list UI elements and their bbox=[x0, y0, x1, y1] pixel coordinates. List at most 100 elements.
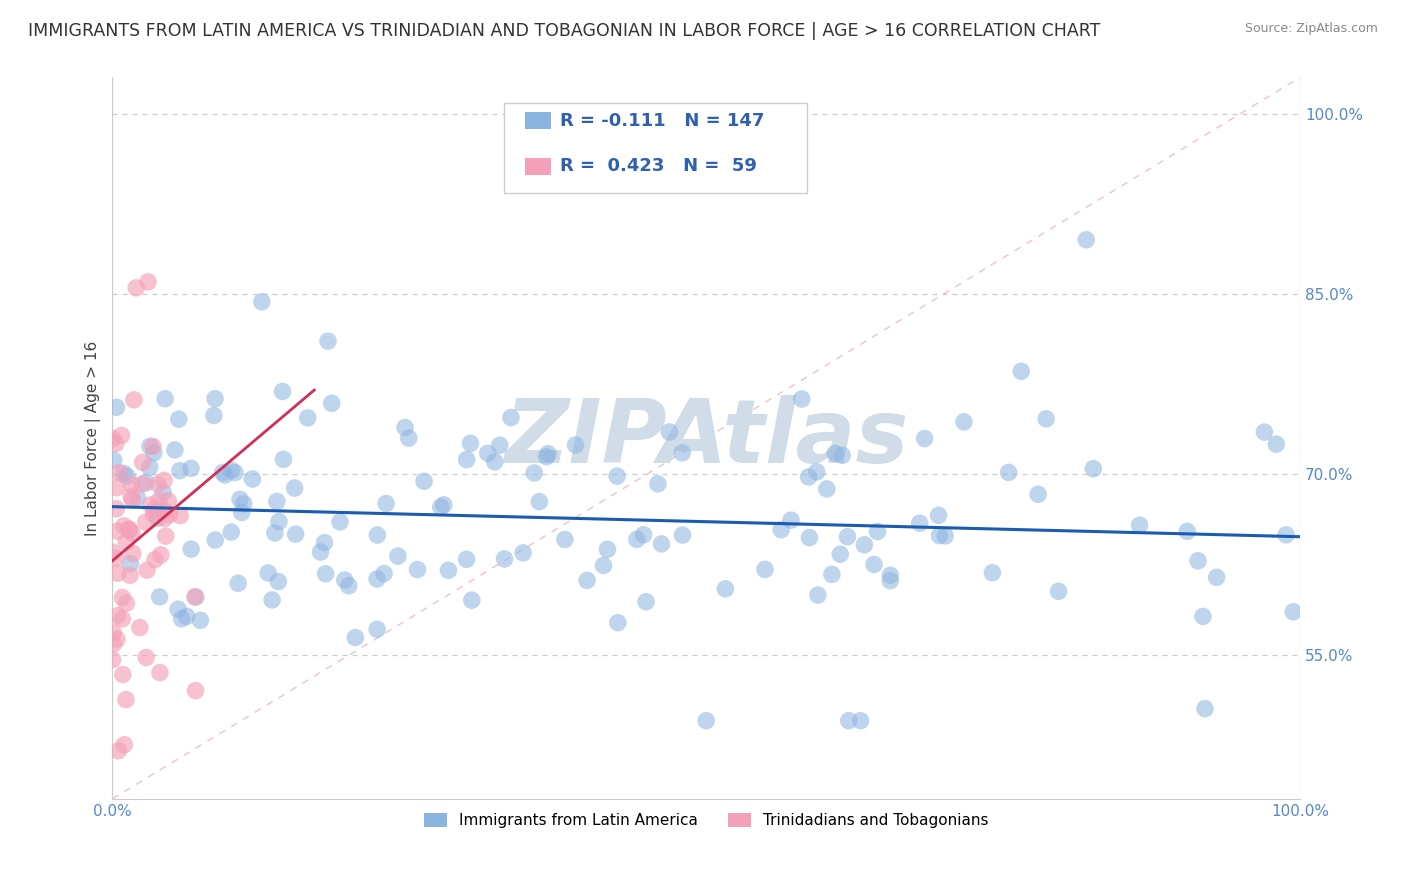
Trinidadians and Tobagonians bbox=[135, 650, 157, 665]
Immigrants from Latin America bbox=[309, 545, 332, 559]
Immigrants from Latin America bbox=[824, 446, 846, 460]
Immigrants from Latin America bbox=[1026, 487, 1049, 501]
Immigrants from Latin America bbox=[537, 447, 560, 461]
Immigrants from Latin America bbox=[806, 465, 828, 479]
Immigrants from Latin America bbox=[934, 529, 956, 543]
Immigrants from Latin America bbox=[163, 442, 186, 457]
Immigrants from Latin America bbox=[650, 537, 672, 551]
Immigrants from Latin America bbox=[460, 436, 482, 450]
Immigrants from Latin America bbox=[770, 523, 793, 537]
Immigrants from Latin America bbox=[115, 469, 138, 483]
Immigrants from Latin America bbox=[184, 590, 207, 604]
Immigrants from Latin America bbox=[211, 466, 233, 480]
Immigrants from Latin America bbox=[554, 533, 576, 547]
Immigrants from Latin America bbox=[202, 409, 225, 423]
Immigrants from Latin America bbox=[437, 563, 460, 577]
Immigrants from Latin America bbox=[314, 535, 336, 549]
Immigrants from Latin America bbox=[139, 439, 162, 453]
Trinidadians and Tobagonians bbox=[115, 692, 138, 706]
Immigrants from Latin America bbox=[536, 450, 558, 464]
Immigrants from Latin America bbox=[375, 497, 398, 511]
Text: ZIPAtlas: ZIPAtlas bbox=[503, 394, 908, 482]
Immigrants from Latin America bbox=[315, 566, 337, 581]
Trinidadians and Tobagonians bbox=[169, 508, 191, 523]
Immigrants from Latin America bbox=[914, 432, 936, 446]
Immigrants from Latin America bbox=[387, 549, 409, 563]
Trinidadians and Tobagonians bbox=[107, 566, 129, 581]
Immigrants from Latin America bbox=[250, 294, 273, 309]
Trinidadians and Tobagonians bbox=[143, 552, 166, 566]
Trinidadians and Tobagonians bbox=[108, 466, 131, 480]
Immigrants from Latin America bbox=[576, 574, 599, 588]
Immigrants from Latin America bbox=[636, 595, 658, 609]
FancyBboxPatch shape bbox=[524, 158, 551, 175]
Immigrants from Latin America bbox=[321, 396, 343, 410]
Immigrants from Latin America bbox=[394, 420, 416, 434]
Immigrants from Latin America bbox=[831, 449, 853, 463]
Trinidadians and Tobagonians bbox=[142, 440, 165, 454]
Immigrants from Latin America bbox=[267, 574, 290, 589]
Immigrants from Latin America bbox=[366, 572, 388, 586]
Immigrants from Latin America bbox=[461, 593, 484, 607]
Immigrants from Latin America bbox=[1175, 524, 1198, 539]
Trinidadians and Tobagonians bbox=[120, 489, 142, 503]
Trinidadians and Tobagonians bbox=[115, 535, 138, 549]
Immigrants from Latin America bbox=[908, 516, 931, 531]
Immigrants from Latin America bbox=[232, 497, 254, 511]
Immigrants from Latin America bbox=[981, 566, 1004, 580]
Immigrants from Latin America bbox=[1205, 570, 1227, 584]
Immigrants from Latin America bbox=[866, 524, 889, 539]
Trinidadians and Tobagonians bbox=[149, 665, 172, 680]
Immigrants from Latin America bbox=[596, 542, 619, 557]
Immigrants from Latin America bbox=[266, 494, 288, 508]
Immigrants from Latin America bbox=[1083, 461, 1105, 475]
Immigrants from Latin America bbox=[1253, 425, 1275, 439]
Trinidadians and Tobagonians bbox=[135, 515, 157, 529]
Immigrants from Latin America bbox=[671, 446, 693, 460]
Immigrants from Latin America bbox=[647, 476, 669, 491]
Immigrants from Latin America bbox=[297, 410, 319, 425]
Trinidadians and Tobagonians bbox=[111, 591, 134, 605]
Immigrants from Latin America bbox=[853, 538, 876, 552]
Immigrants from Latin America bbox=[229, 492, 252, 507]
Trinidadians and Tobagonians bbox=[121, 525, 143, 540]
Trinidadians and Tobagonians bbox=[112, 738, 135, 752]
Immigrants from Latin America bbox=[135, 475, 157, 490]
Text: Source: ZipAtlas.com: Source: ZipAtlas.com bbox=[1244, 22, 1378, 36]
Immigrants from Latin America bbox=[1128, 518, 1150, 533]
Immigrants from Latin America bbox=[564, 438, 586, 452]
Trinidadians and Tobagonians bbox=[121, 492, 143, 507]
Immigrants from Latin America bbox=[658, 425, 681, 439]
Immigrants from Latin America bbox=[373, 566, 395, 581]
Immigrants from Latin America bbox=[1192, 609, 1215, 624]
Immigrants from Latin America bbox=[797, 470, 820, 484]
Trinidadians and Tobagonians bbox=[153, 473, 176, 487]
Trinidadians and Tobagonians bbox=[125, 281, 148, 295]
Trinidadians and Tobagonians bbox=[107, 608, 129, 623]
Immigrants from Latin America bbox=[633, 527, 655, 541]
Immigrants from Latin America bbox=[456, 452, 478, 467]
Trinidadians and Tobagonians bbox=[139, 498, 162, 512]
Immigrants from Latin America bbox=[190, 614, 212, 628]
Immigrants from Latin America bbox=[1275, 528, 1298, 542]
Trinidadians and Tobagonians bbox=[142, 507, 165, 521]
Immigrants from Latin America bbox=[329, 515, 352, 529]
Immigrants from Latin America bbox=[499, 410, 522, 425]
Trinidadians and Tobagonians bbox=[184, 590, 207, 604]
Immigrants from Latin America bbox=[316, 334, 339, 348]
Immigrants from Latin America bbox=[337, 579, 360, 593]
Trinidadians and Tobagonians bbox=[104, 551, 127, 566]
Trinidadians and Tobagonians bbox=[103, 637, 125, 651]
Trinidadians and Tobagonians bbox=[121, 477, 143, 491]
Trinidadians and Tobagonians bbox=[146, 477, 169, 491]
Immigrants from Latin America bbox=[1047, 584, 1070, 599]
Immigrants from Latin America bbox=[1076, 233, 1098, 247]
Immigrants from Latin America bbox=[790, 392, 813, 406]
Immigrants from Latin America bbox=[260, 593, 283, 607]
Immigrants from Latin America bbox=[780, 513, 803, 527]
Trinidadians and Tobagonians bbox=[157, 494, 180, 508]
Trinidadians and Tobagonians bbox=[105, 481, 128, 495]
Immigrants from Latin America bbox=[1265, 437, 1288, 451]
Immigrants from Latin America bbox=[214, 467, 236, 482]
Immigrants from Latin America bbox=[626, 533, 648, 547]
